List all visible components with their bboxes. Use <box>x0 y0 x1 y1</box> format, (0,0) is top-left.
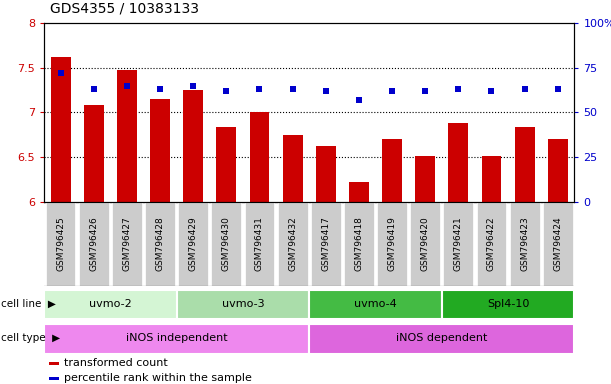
Text: GSM796418: GSM796418 <box>354 217 364 271</box>
Bar <box>244 202 274 286</box>
Point <box>221 88 231 94</box>
Bar <box>377 202 407 286</box>
Bar <box>183 90 203 202</box>
Bar <box>46 202 76 286</box>
Text: GSM796424: GSM796424 <box>554 217 562 271</box>
Text: GSM796417: GSM796417 <box>321 217 330 271</box>
Text: GSM796430: GSM796430 <box>222 217 231 271</box>
Text: percentile rank within the sample: percentile rank within the sample <box>64 374 252 384</box>
Bar <box>448 123 468 202</box>
Text: iNOS dependent: iNOS dependent <box>396 333 488 343</box>
Bar <box>79 202 109 286</box>
Text: GSM796427: GSM796427 <box>122 217 131 271</box>
Text: GSM796420: GSM796420 <box>421 217 430 271</box>
Text: cell type  ▶: cell type ▶ <box>1 333 60 343</box>
Text: GSM796429: GSM796429 <box>189 217 197 271</box>
Point <box>321 88 331 94</box>
Bar <box>477 202 507 286</box>
Point <box>453 86 463 92</box>
Text: uvmo-3: uvmo-3 <box>222 299 264 309</box>
Point <box>387 88 397 94</box>
Text: GSM796426: GSM796426 <box>89 217 98 271</box>
Bar <box>514 127 535 202</box>
Bar <box>415 156 435 202</box>
Text: cell line  ▶: cell line ▶ <box>1 299 56 309</box>
Bar <box>145 202 175 286</box>
Bar <box>44 324 309 354</box>
Bar <box>249 113 269 202</box>
Bar <box>49 377 59 380</box>
Point <box>188 83 198 89</box>
Bar <box>444 202 474 286</box>
Bar <box>309 290 442 319</box>
Bar <box>349 182 369 202</box>
Text: GSM796422: GSM796422 <box>487 217 496 271</box>
Point <box>56 70 65 76</box>
Bar <box>216 127 236 202</box>
Bar <box>543 202 573 286</box>
Bar <box>316 146 335 202</box>
Text: GSM796419: GSM796419 <box>387 217 397 271</box>
Text: iNOS independent: iNOS independent <box>126 333 227 343</box>
Bar <box>548 139 568 202</box>
Bar <box>277 202 307 286</box>
Text: Spl4-10: Spl4-10 <box>487 299 529 309</box>
Bar <box>150 99 170 202</box>
Point <box>354 97 364 103</box>
Bar <box>309 324 574 354</box>
Bar <box>211 202 241 286</box>
Bar <box>442 290 574 319</box>
Bar <box>283 135 302 202</box>
Point <box>255 86 265 92</box>
Point <box>155 86 165 92</box>
Bar <box>117 70 137 202</box>
Bar <box>44 290 177 319</box>
Bar <box>344 202 374 286</box>
Point <box>553 86 563 92</box>
Text: GDS4355 / 10383133: GDS4355 / 10383133 <box>50 2 199 15</box>
Bar <box>51 57 70 202</box>
Bar <box>177 290 309 319</box>
Text: GSM796428: GSM796428 <box>156 217 164 271</box>
Text: GSM796425: GSM796425 <box>56 217 65 271</box>
Text: uvmo-2: uvmo-2 <box>89 299 131 309</box>
Text: GSM796423: GSM796423 <box>520 217 529 271</box>
Text: GSM796431: GSM796431 <box>255 217 264 271</box>
Bar <box>410 202 440 286</box>
Point <box>486 88 496 94</box>
Bar <box>178 202 208 286</box>
Point <box>288 86 298 92</box>
Point <box>89 86 98 92</box>
Bar <box>49 362 59 365</box>
Point <box>420 88 430 94</box>
Point <box>122 83 132 89</box>
Text: GSM796421: GSM796421 <box>454 217 463 271</box>
Text: GSM796432: GSM796432 <box>288 217 297 271</box>
Point <box>520 86 530 92</box>
Bar <box>481 156 502 202</box>
Text: uvmo-4: uvmo-4 <box>354 299 397 309</box>
Bar <box>112 202 142 286</box>
Bar <box>84 105 104 202</box>
Text: transformed count: transformed count <box>64 358 168 368</box>
Bar <box>382 139 402 202</box>
Bar <box>311 202 341 286</box>
Bar <box>510 202 540 286</box>
